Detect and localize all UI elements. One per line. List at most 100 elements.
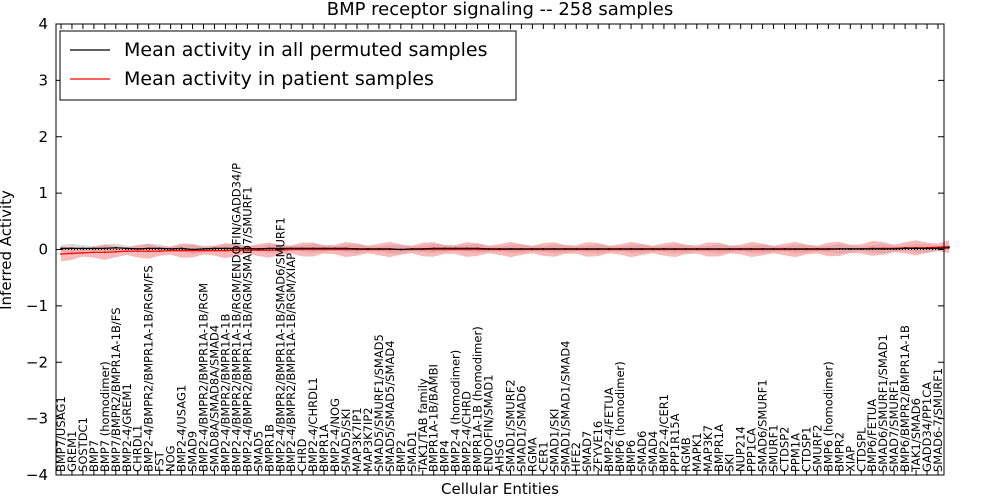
data-point — [915, 247, 917, 250]
data-point — [443, 247, 446, 250]
data-point — [597, 248, 600, 250]
category-label: SMURF1 — [767, 424, 781, 472]
category-label: BMP2 — [394, 440, 408, 472]
category-label: SMAD6-7/SMURF1 — [931, 368, 945, 472]
data-point — [169, 248, 172, 250]
x-axis-label: Cellular Entities — [441, 480, 559, 498]
data-point — [619, 248, 621, 250]
category-label: BMPR2 — [832, 432, 846, 472]
category-label: BMPR1B — [262, 424, 276, 472]
data-point — [564, 248, 567, 250]
data-point — [202, 249, 205, 252]
data-point — [388, 248, 391, 250]
data-point — [772, 248, 775, 250]
y-tick-label: 2 — [38, 128, 48, 146]
data-point — [125, 250, 128, 253]
data-point — [684, 248, 687, 250]
data-point — [257, 248, 260, 250]
data-point — [279, 247, 282, 250]
category-label: GREM1 — [65, 431, 79, 472]
data-point — [608, 248, 611, 250]
category-label: CTDSP1 — [800, 427, 814, 472]
chart-title: BMP receptor signaling -- 258 samples — [327, 0, 674, 20]
data-point — [235, 249, 238, 251]
y-tick-label: 3 — [38, 71, 48, 89]
data-point — [761, 248, 764, 250]
category-label: ENDOFIN/SMAD1 — [482, 374, 496, 472]
data-point — [71, 252, 73, 255]
category-label: BMP6/BMPR2/BMPR1A-1B — [898, 325, 912, 472]
data-point — [268, 247, 271, 250]
data-point — [82, 247, 84, 250]
band-series-1 — [61, 240, 949, 262]
data-point — [706, 248, 709, 250]
category-label: SMAD1/SMAD1/SMAD4 — [558, 340, 572, 472]
data-point — [630, 248, 632, 250]
category-label: SMAD1/SKI — [547, 409, 561, 472]
data-point — [695, 248, 698, 250]
category-label: BMP7 (homodimer) — [98, 361, 112, 472]
category-label: SMAD5/SMURF1/SMAD5 — [372, 334, 386, 472]
data-point — [378, 248, 380, 250]
data-point — [114, 246, 117, 249]
category-label: BMP6/FETUA — [865, 399, 879, 472]
data-point — [432, 247, 435, 250]
data-point — [509, 248, 512, 250]
data-point — [586, 248, 589, 250]
plot-frame — [55, 23, 945, 476]
category-label: TAK1/SMAD6 — [909, 398, 923, 473]
data-point — [323, 247, 325, 250]
category-label: ZFYVE16 — [591, 421, 605, 472]
data-point — [663, 248, 665, 250]
data-point — [103, 251, 106, 254]
data-point — [136, 248, 139, 250]
data-point — [158, 250, 161, 253]
category-label: BMP2-4/BMPR2/BMPR1A-1B/RGM/FS — [142, 265, 156, 472]
data-point — [750, 248, 753, 250]
data-point — [301, 247, 304, 250]
data-point — [739, 248, 742, 250]
data-point — [71, 247, 73, 250]
y-tick-label: 1 — [38, 184, 48, 202]
category-label: BMP6 (homodimer) — [821, 361, 835, 472]
data-point — [849, 248, 852, 250]
data-point — [399, 248, 402, 251]
category-label: GADD34/PP1CA — [920, 382, 934, 472]
data-point — [345, 247, 347, 250]
series-line-0 — [61, 247, 950, 251]
category-label: NOG — [164, 445, 178, 472]
category-label: SMAD9 — [186, 431, 200, 472]
category-label: CTDSP2 — [778, 427, 792, 472]
data-point — [641, 248, 643, 250]
category-label: BMPR1A — [712, 424, 726, 472]
category-label: CHRDL1 — [131, 425, 145, 472]
legend-label-permuted: Mean activity in all permuted samples — [124, 39, 487, 61]
category-label: RGMA — [525, 437, 539, 472]
data-point — [652, 248, 654, 250]
category-label: AHSG — [493, 439, 507, 472]
category-label: TAK1/TAB family — [416, 378, 430, 473]
data-point — [948, 246, 950, 249]
category-label: SMAD5/SMAD5/SMAD4 — [383, 340, 397, 472]
category-label: SOSTDC1 — [76, 417, 90, 472]
category-label: SMAD7 — [580, 431, 594, 472]
data-point — [125, 247, 128, 250]
category-label: BMP2-4/USAG1 — [175, 385, 189, 472]
y-tick-label: −4 — [26, 466, 48, 484]
category-label: SMAD1/SMAD6 — [514, 386, 528, 472]
y-tick-label: −3 — [26, 410, 48, 428]
category-label: SMAD7/SMURF1 — [887, 379, 901, 472]
category-label: BMP2-4/GREM1 — [120, 383, 134, 472]
data-point — [882, 248, 885, 250]
data-point — [191, 248, 194, 251]
data-point — [520, 248, 523, 250]
category-label: CER1 — [536, 441, 550, 472]
data-point — [926, 247, 928, 250]
data-point — [169, 249, 172, 252]
category-label: CHRD — [295, 438, 309, 472]
data-point — [312, 247, 315, 250]
data-point — [531, 248, 534, 250]
data-point — [60, 253, 62, 255]
data-point — [542, 248, 545, 250]
